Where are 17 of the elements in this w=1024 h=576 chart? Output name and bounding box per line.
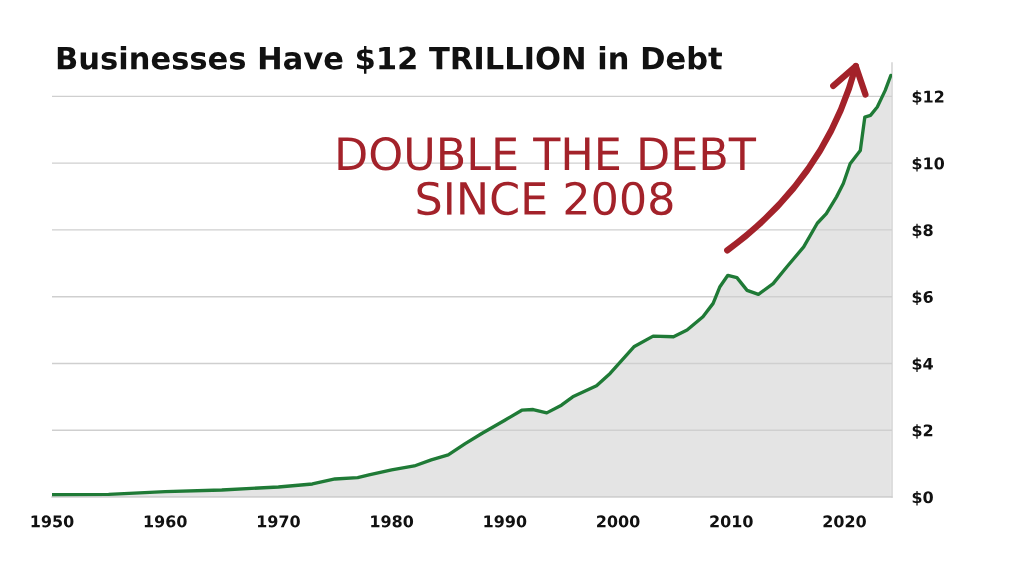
x-tick-label: 1960	[144, 515, 187, 528]
x-tick-label: 2000	[597, 515, 640, 528]
y-tick-label: $10	[912, 157, 945, 172]
x-tick-label: 2010	[710, 515, 753, 528]
y-tick-label: $12	[912, 90, 944, 105]
chart-title: Businesses Have $12 TRILLION in Debt	[57, 46, 722, 74]
x-tick-label: 1970	[257, 515, 300, 528]
x-tick-label: 1980	[371, 515, 414, 528]
y-tick-label: $2	[912, 424, 933, 439]
y-tick-label: $0	[912, 490, 933, 506]
x-tick-label: 2020	[823, 515, 866, 528]
y-tick-label: $4	[912, 357, 933, 372]
annotation: DOUBLE THE DEBT SINCE 2008	[338, 136, 757, 216]
x-tick-label: 1990	[484, 515, 527, 528]
x-tick-label: 1950	[31, 515, 74, 528]
y-tick-label: $8	[912, 223, 933, 239]
y-tick-label: $6	[912, 290, 933, 306]
